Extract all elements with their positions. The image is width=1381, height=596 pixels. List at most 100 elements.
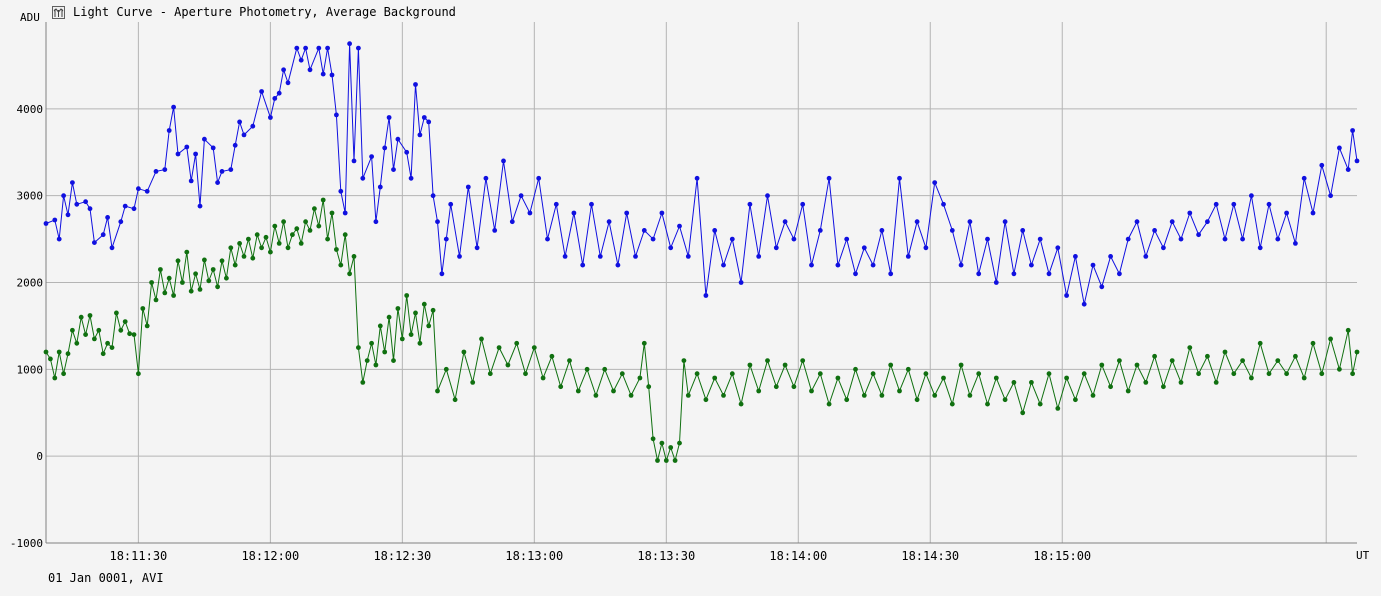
series-2-point (1284, 371, 1289, 377)
series-1-point (1293, 241, 1298, 246)
series-1-point (765, 193, 770, 199)
series-1-point (615, 262, 621, 268)
series-1-point (210, 145, 216, 151)
series-2-point (184, 249, 190, 255)
series-1-point (650, 236, 656, 242)
series-2-point (1161, 384, 1166, 390)
series-2-point (272, 223, 278, 229)
series-1-point (1240, 236, 1245, 242)
series-2-point (567, 358, 572, 363)
series-2-point (1345, 327, 1351, 333)
series-2-point (118, 327, 124, 333)
series-1-point (193, 151, 199, 157)
series-2-point (461, 349, 467, 355)
series-1-point (782, 219, 788, 225)
series-1-point (100, 232, 106, 238)
y-tick-label: 1000 (17, 363, 44, 376)
series-1-point (426, 119, 432, 125)
series-1-point (202, 136, 207, 142)
series-1-point (1143, 254, 1149, 259)
light-curve-chart-icon[interactable] (52, 5, 65, 19)
series-2-point (325, 236, 330, 242)
series-2-point (109, 345, 115, 350)
series-1-point (685, 254, 691, 259)
series-2-point (967, 393, 973, 398)
series-1-point (74, 201, 80, 207)
series-2-point (619, 371, 625, 377)
series-1-point (1328, 193, 1333, 199)
series-1-point (131, 206, 137, 212)
x-axis-unit-label: UT (1356, 549, 1370, 562)
series-1-point (597, 254, 603, 259)
series-1-point (474, 245, 480, 251)
series-1-point (773, 245, 779, 251)
series-1-point (1046, 271, 1052, 277)
series-1-point (386, 115, 392, 120)
series-1-point (914, 219, 920, 225)
series-1-point (668, 245, 674, 251)
series-2-point (452, 397, 458, 403)
series-2-point (729, 371, 735, 377)
series-2-point (237, 241, 243, 246)
series-1-point (153, 169, 159, 174)
series-2-point (356, 345, 361, 350)
series-2-point (391, 358, 396, 363)
series-1-point (430, 193, 436, 199)
series-2-point (347, 271, 352, 277)
series-2-point (505, 362, 511, 368)
series-2-point (496, 345, 502, 350)
series-1-point (166, 128, 172, 133)
series-1-point (1161, 245, 1166, 251)
series-1-point (316, 45, 322, 51)
series-1-point (237, 119, 243, 125)
series-1-point (1319, 162, 1325, 168)
series-2-point (259, 245, 264, 251)
series-2-point (140, 306, 146, 311)
series-2-point (773, 384, 779, 390)
series-1-point (122, 203, 128, 209)
series-1-point (870, 262, 876, 268)
series-2-point (87, 313, 93, 318)
series-2-point (941, 375, 946, 381)
series-1-point (1337, 145, 1342, 151)
series-2-point (905, 366, 911, 372)
series-1-point (465, 184, 471, 190)
series-2-point (377, 323, 383, 329)
series-2-point (782, 362, 788, 368)
series-2-point (307, 228, 313, 233)
series-1-point (320, 71, 326, 77)
series-2-point (1073, 397, 1078, 403)
series-2-point (1319, 371, 1325, 377)
series-1-point (369, 154, 374, 160)
series-1-point (1108, 254, 1113, 259)
series-1-point (897, 175, 902, 181)
series-2-point (681, 358, 687, 363)
series-2-point (1301, 375, 1307, 381)
series-2-point (430, 307, 436, 313)
x-tick-label: 18:12:00 (241, 549, 299, 563)
series-1-point (1037, 236, 1043, 242)
series-1-point (1169, 219, 1175, 225)
series-1-point (268, 115, 273, 120)
series-2-point (241, 254, 247, 259)
series-2-point (1169, 358, 1175, 363)
series-2-point (52, 375, 58, 381)
series-1-point (712, 228, 718, 233)
series-2-point (1020, 410, 1026, 416)
series-2-point (136, 371, 141, 377)
series-1-point (285, 80, 291, 86)
series-2-point (870, 371, 876, 377)
series-1-point (738, 280, 744, 285)
series-2-point (1090, 393, 1096, 398)
series-1-point (1011, 271, 1017, 277)
series-2-point (329, 210, 335, 216)
series-2-point (219, 258, 225, 264)
series-2-point (122, 319, 128, 324)
series-2-point (382, 349, 388, 355)
series-1-point (826, 175, 832, 181)
series-2-point (443, 366, 449, 372)
series-2-point (655, 458, 660, 463)
series-2-point (593, 393, 599, 398)
series-2-point (254, 232, 260, 238)
